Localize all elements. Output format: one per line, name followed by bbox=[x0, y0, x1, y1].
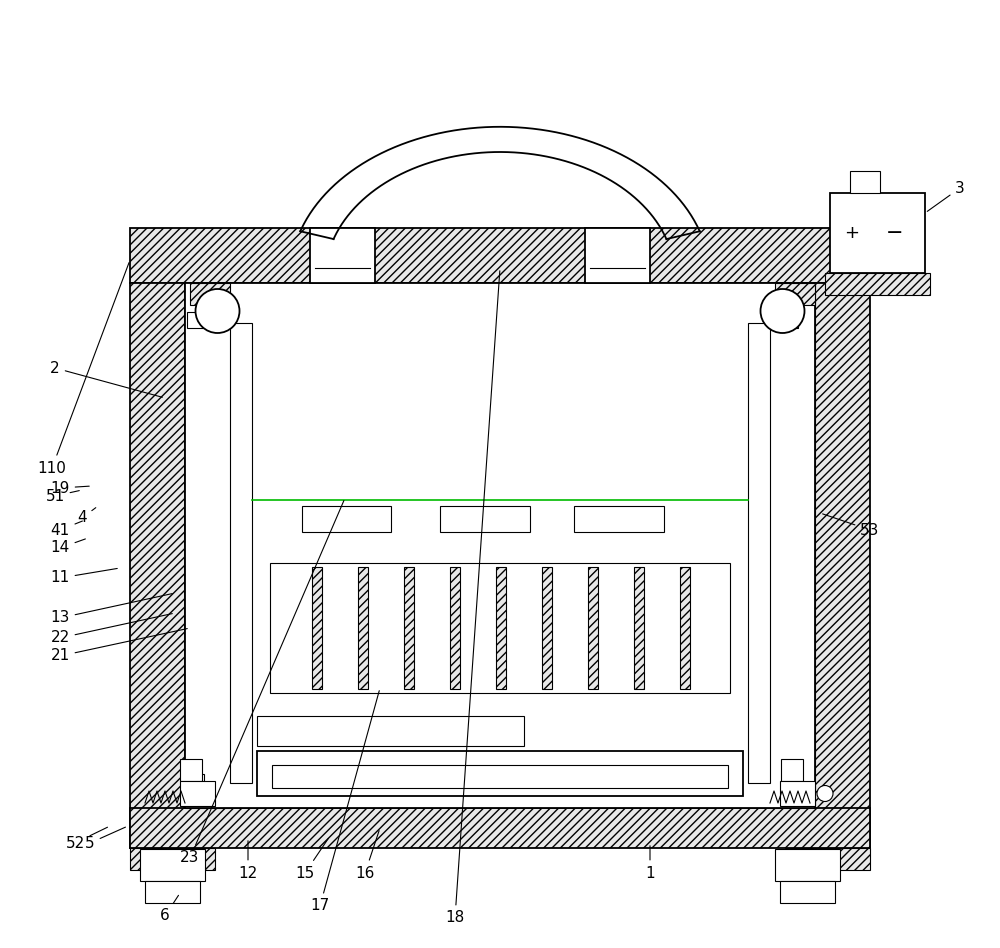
Bar bbox=[585, 228, 650, 283]
Bar bbox=[775, 849, 840, 881]
Text: 4: 4 bbox=[77, 508, 96, 525]
Text: 17: 17 bbox=[310, 691, 379, 914]
Bar bbox=[815, 283, 870, 848]
Bar bbox=[312, 567, 322, 689]
Bar bbox=[574, 506, 664, 532]
Text: 52: 52 bbox=[65, 828, 107, 850]
Bar bbox=[781, 759, 803, 781]
Bar bbox=[190, 774, 204, 788]
Text: 15: 15 bbox=[295, 838, 328, 881]
Bar bbox=[252, 500, 748, 538]
Bar bbox=[770, 283, 815, 808]
Bar bbox=[450, 567, 460, 689]
Bar bbox=[185, 283, 230, 808]
Circle shape bbox=[817, 786, 833, 801]
Bar bbox=[780, 881, 835, 903]
Bar bbox=[634, 567, 644, 689]
Text: 53: 53 bbox=[823, 514, 880, 538]
Bar bbox=[440, 506, 530, 532]
Bar bbox=[825, 273, 930, 295]
Text: 14: 14 bbox=[50, 538, 85, 556]
Text: 6: 6 bbox=[160, 895, 178, 923]
Bar bbox=[190, 283, 230, 305]
Bar bbox=[257, 716, 524, 746]
Text: 5: 5 bbox=[85, 828, 125, 850]
Bar bbox=[180, 759, 202, 781]
Bar bbox=[130, 228, 870, 283]
Text: 3: 3 bbox=[927, 180, 965, 211]
Bar bbox=[830, 193, 925, 273]
Bar bbox=[358, 567, 368, 689]
Text: 11: 11 bbox=[50, 569, 117, 586]
Bar bbox=[130, 283, 185, 848]
Bar bbox=[780, 781, 815, 806]
Bar bbox=[185, 283, 815, 808]
Text: 13: 13 bbox=[50, 593, 172, 626]
Bar bbox=[748, 323, 770, 783]
Text: 51: 51 bbox=[45, 488, 79, 503]
Bar bbox=[130, 848, 215, 870]
Text: +: + bbox=[845, 224, 860, 242]
Bar bbox=[302, 506, 391, 532]
Bar bbox=[230, 323, 252, 783]
Bar bbox=[272, 765, 728, 788]
Text: 18: 18 bbox=[445, 271, 500, 925]
Bar bbox=[145, 881, 200, 903]
Bar bbox=[588, 567, 598, 689]
Bar bbox=[257, 751, 743, 796]
Text: 23: 23 bbox=[180, 501, 344, 866]
Bar bbox=[310, 228, 375, 283]
Bar bbox=[187, 312, 203, 328]
Bar bbox=[850, 171, 880, 193]
Text: 1: 1 bbox=[645, 846, 655, 881]
Bar bbox=[258, 551, 742, 705]
Bar bbox=[140, 849, 205, 881]
Text: 22: 22 bbox=[50, 613, 172, 646]
Bar bbox=[680, 567, 690, 689]
Text: 12: 12 bbox=[238, 841, 258, 881]
Circle shape bbox=[196, 289, 240, 333]
Bar bbox=[130, 808, 870, 848]
Bar bbox=[542, 567, 552, 689]
Bar bbox=[180, 781, 215, 806]
Circle shape bbox=[761, 289, 805, 333]
Bar bbox=[496, 567, 506, 689]
Bar bbox=[785, 848, 870, 870]
Text: 41: 41 bbox=[50, 521, 82, 538]
Bar bbox=[404, 567, 414, 689]
Bar bbox=[785, 774, 799, 788]
Text: −: − bbox=[886, 223, 904, 243]
Text: 19: 19 bbox=[50, 481, 89, 496]
Bar bbox=[775, 283, 815, 305]
Bar bbox=[782, 312, 798, 328]
Bar bbox=[270, 563, 730, 693]
Text: 21: 21 bbox=[50, 629, 187, 664]
Text: 110: 110 bbox=[38, 263, 129, 476]
Text: 16: 16 bbox=[355, 830, 379, 881]
Text: 2: 2 bbox=[50, 360, 162, 397]
